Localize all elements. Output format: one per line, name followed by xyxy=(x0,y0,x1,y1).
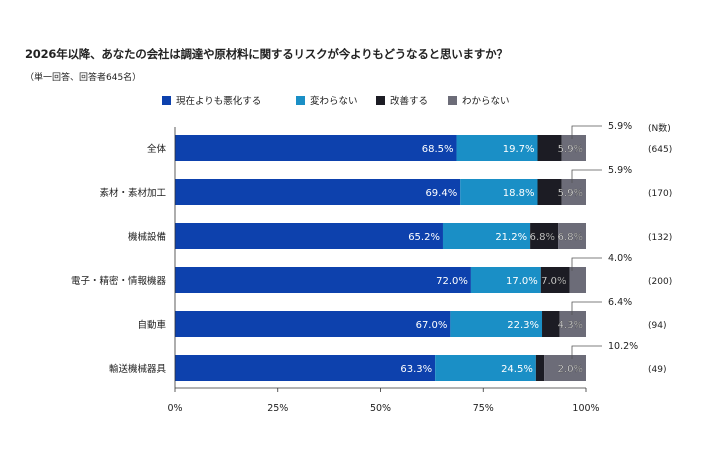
data-label: 2.0% xyxy=(558,364,583,375)
data-label: 67.0% xyxy=(416,320,448,331)
legend-swatch-0 xyxy=(162,96,171,105)
category-label: 機械設備 xyxy=(128,231,166,243)
bar-segment xyxy=(175,311,451,337)
legend-label-1: 変わらない xyxy=(310,95,358,107)
callout-label: 10.2% xyxy=(608,341,638,352)
n-value: (170) xyxy=(648,189,672,199)
bar-segment xyxy=(175,267,471,293)
legend-swatch-3 xyxy=(448,96,457,105)
n-value: (200) xyxy=(648,277,672,287)
data-label: 65.2% xyxy=(408,232,440,243)
bar-segment xyxy=(442,223,531,249)
bar-segment xyxy=(450,311,543,337)
category-label: 全体 xyxy=(147,143,167,155)
bar-segment xyxy=(175,135,457,161)
data-label: 19.7% xyxy=(503,144,535,155)
legend-label-0: 現在よりも悪化する xyxy=(176,95,261,107)
data-label: 18.8% xyxy=(503,188,535,199)
data-label: 5.9% xyxy=(558,188,583,199)
data-label: 63.3% xyxy=(400,364,432,375)
legend-label-3: わからない xyxy=(462,96,510,107)
callout-label: 4.0% xyxy=(608,253,632,264)
bar-segment xyxy=(175,179,461,205)
category-label: 電子・精密・情報機器 xyxy=(71,275,167,287)
callout-line xyxy=(571,125,602,139)
data-label: 6.8% xyxy=(558,232,583,243)
category-label: 輸送機械器具 xyxy=(109,363,167,375)
data-label: 5.9% xyxy=(558,144,583,155)
bar-segment xyxy=(569,267,586,293)
bar-segment xyxy=(435,355,536,381)
bar-segment xyxy=(175,355,436,381)
bar-segment xyxy=(537,179,562,205)
data-label: 72.0% xyxy=(436,276,468,287)
callout-label: 5.9% xyxy=(608,121,632,132)
bar-segment xyxy=(559,311,586,337)
data-label: 24.5% xyxy=(501,364,533,375)
data-label: 7.0% xyxy=(541,276,566,287)
category-label: 素材・素材加工 xyxy=(99,187,166,199)
bar-segment xyxy=(561,135,586,161)
legend-swatch-1 xyxy=(296,96,305,105)
category-label: 自動車 xyxy=(137,319,166,331)
callout-line xyxy=(571,169,602,183)
bar-segment xyxy=(535,355,545,381)
data-label: 4.3% xyxy=(558,320,583,331)
data-label: 17.0% xyxy=(506,276,538,287)
bar-segment xyxy=(544,355,586,381)
bar-segment xyxy=(470,267,541,293)
bar-segment xyxy=(558,223,586,249)
bar-segment xyxy=(456,135,538,161)
n-header: (N数) xyxy=(648,122,671,134)
bar-segment xyxy=(530,223,559,249)
bar-segment xyxy=(537,135,562,161)
x-tick-label: 75% xyxy=(473,403,494,414)
callout-label: 6.4% xyxy=(608,297,632,308)
bar-segment xyxy=(175,223,443,249)
data-label: 6.8% xyxy=(530,232,555,243)
data-label: 69.4% xyxy=(425,188,457,199)
n-value: (132) xyxy=(648,233,672,243)
data-label: 21.2% xyxy=(495,232,527,243)
x-tick-label: 50% xyxy=(370,403,391,414)
legend-swatch-2 xyxy=(376,96,385,105)
callout-label: 5.9% xyxy=(608,165,632,176)
data-label: 68.5% xyxy=(422,144,454,155)
n-value: (49) xyxy=(648,365,666,375)
chart-subtitle: （単一回答、回答者645名） xyxy=(25,73,142,83)
callout-line xyxy=(571,345,602,359)
callout-line xyxy=(571,301,602,315)
x-tick-label: 0% xyxy=(167,403,182,414)
bar-segment xyxy=(561,179,586,205)
data-label: 22.3% xyxy=(507,320,539,331)
legend-label-2: 改善する xyxy=(390,95,428,107)
n-value: (94) xyxy=(648,321,666,331)
chart-title: 2026年以降、あなたの会社は調達や原材料に関するリスクが今よりもどうなると思い… xyxy=(25,47,508,61)
bar-segment xyxy=(542,311,560,337)
callout-line xyxy=(571,257,602,271)
x-tick-label: 100% xyxy=(572,403,599,414)
bar-segment xyxy=(540,267,570,293)
n-value: (645) xyxy=(648,145,672,155)
x-tick-label: 25% xyxy=(267,403,288,414)
bar-segment xyxy=(460,179,538,205)
